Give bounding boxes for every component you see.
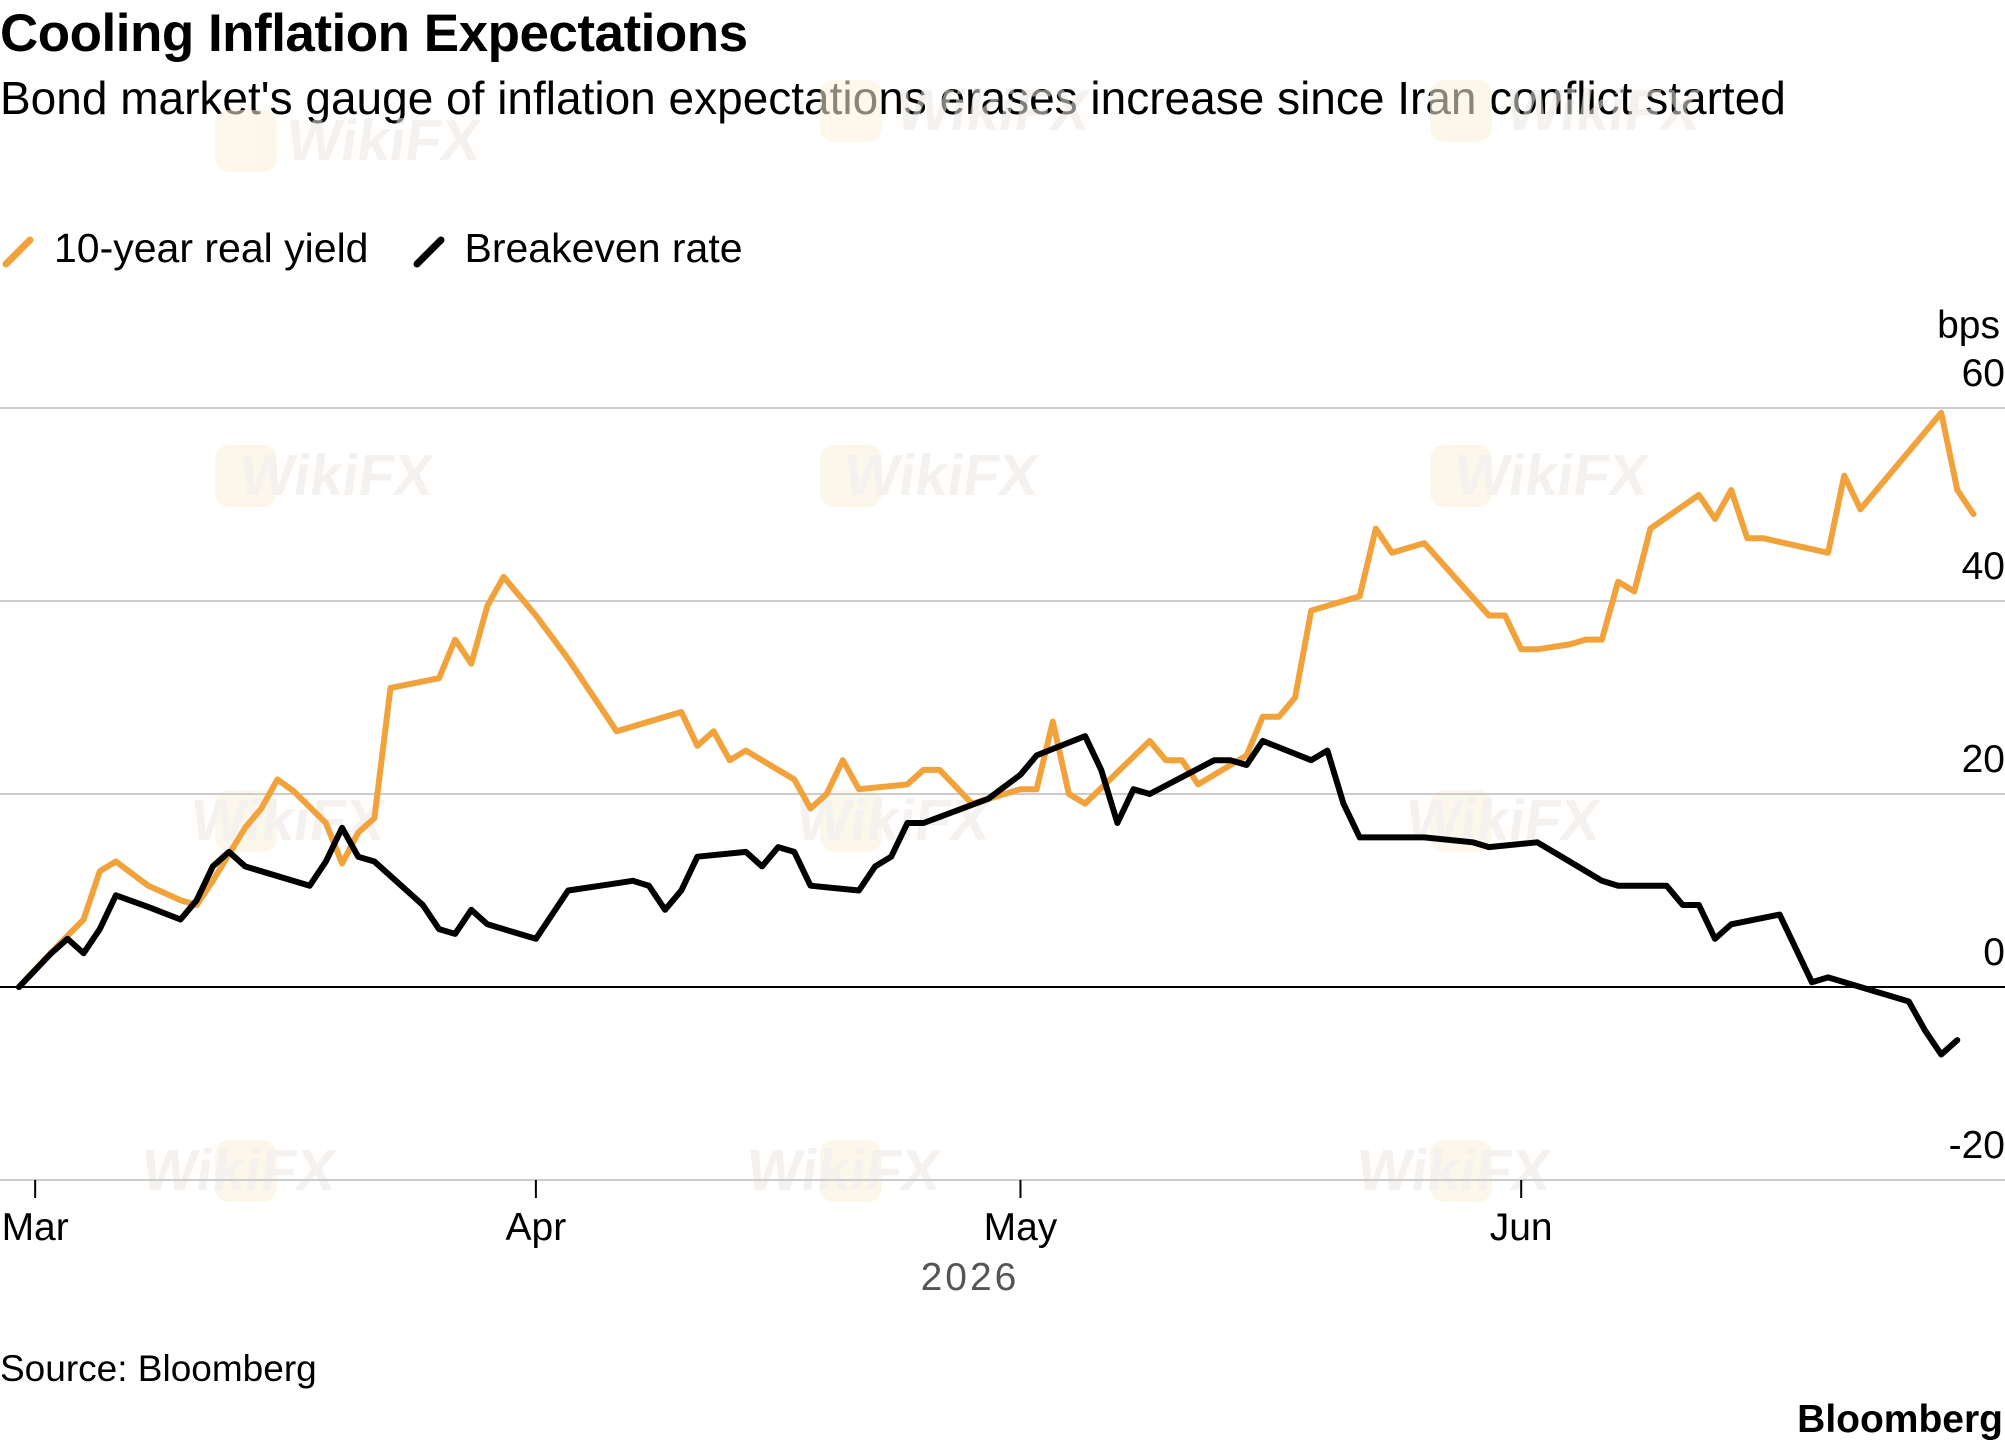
y-axis: bps 60 40 20 0 -20: [1937, 304, 2005, 1167]
legend-label-real-yield: 10-year real yield: [54, 224, 369, 271]
y-tick-label: -20: [1949, 1124, 2005, 1167]
watermark-logo-icon: [820, 1140, 882, 1202]
legend-swatch-real-yield: [2, 236, 34, 268]
watermark: WikiFX: [215, 108, 485, 173]
watermark: WikiFX: [792, 788, 994, 853]
y-tick-label: 40: [1962, 545, 2005, 588]
legend-item-real-yield: 10-year real yield: [0, 225, 369, 272]
watermark-text: WikiFX: [792, 788, 994, 853]
series-line-breakeven: [16, 733, 1961, 1058]
legend-item-breakeven: Breakeven rate: [411, 225, 743, 272]
watermark: WikiFX: [820, 78, 1094, 143]
x-tick-label: Mar: [2, 1206, 69, 1249]
watermark: WikiFX: [743, 1138, 945, 1203]
watermark-text: WikiFX: [187, 788, 389, 853]
watermark: WikiFX: [1353, 1138, 1555, 1203]
watermark-text: WikiFX: [1451, 443, 1653, 508]
watermark-logo-icon: [820, 80, 882, 142]
chart-legend: 10-year real yield Breakeven rate: [0, 218, 785, 278]
watermark-text: WikiFX: [283, 108, 485, 173]
x-tick-label: May: [984, 1206, 1058, 1249]
watermark-text: WikiFX: [1353, 1138, 1555, 1203]
watermark-layer: WikiFX WikiFX WikiFX WikiFX WikiFX WikiFX Wiki…: [138, 78, 1704, 1203]
watermark-text: WikiFX: [892, 78, 1094, 143]
x-tick-label: Apr: [506, 1206, 567, 1249]
series-layer: [16, 409, 1977, 1058]
y-tick-label: 60: [1962, 352, 2005, 395]
watermark: WikiFX: [820, 443, 1043, 508]
watermark: WikiFX: [1430, 78, 1704, 143]
series-line-real-yield: [16, 409, 1977, 990]
watermark-logo-icon: [1430, 445, 1492, 507]
x-axis: 2026 Mar Apr May Jun: [2, 1180, 1553, 1299]
source-note: Source: Bloomberg: [0, 1348, 317, 1389]
watermark-logo-icon: [1430, 790, 1492, 852]
watermark-logo-icon: [215, 110, 277, 172]
watermark-text: WikiFX: [138, 1138, 340, 1203]
y-tick-label: 20: [1962, 738, 2005, 781]
watermark: WikiFX: [215, 443, 438, 508]
watermark-text: WikiFX: [841, 443, 1043, 508]
watermark-logo-icon: [215, 1140, 277, 1202]
watermark: WikiFX: [1402, 788, 1604, 853]
x-axis-year-label: 2026: [921, 1256, 1020, 1299]
watermark-text: WikiFX: [743, 1138, 945, 1203]
watermark-text: WikiFX: [236, 443, 438, 508]
watermark-logo-icon: [820, 790, 882, 852]
watermark: WikiFX: [187, 788, 389, 853]
watermark: WikiFX: [1430, 443, 1653, 508]
watermark-logo-icon: [820, 445, 882, 507]
watermark-logo-icon: [1430, 80, 1492, 142]
watermark-text: WikiFX: [1502, 78, 1704, 143]
chart-title: Cooling Inflation Expectations: [0, 4, 748, 63]
legend-label-breakeven: Breakeven rate: [464, 224, 743, 271]
x-tick-label: Jun: [1490, 1206, 1553, 1249]
y-tick-label: 0: [1983, 931, 2005, 974]
y-axis-unit-label: bps: [1937, 304, 2000, 347]
bloomberg-logo: Bloomberg: [1797, 1398, 2003, 1441]
legend-swatch-breakeven: [413, 236, 444, 268]
watermark: WikiFX: [138, 1138, 340, 1203]
watermark-logo-icon: [215, 445, 277, 507]
watermark-logo-icon: [1430, 1140, 1492, 1202]
watermark-text: WikiFX: [1402, 788, 1604, 853]
